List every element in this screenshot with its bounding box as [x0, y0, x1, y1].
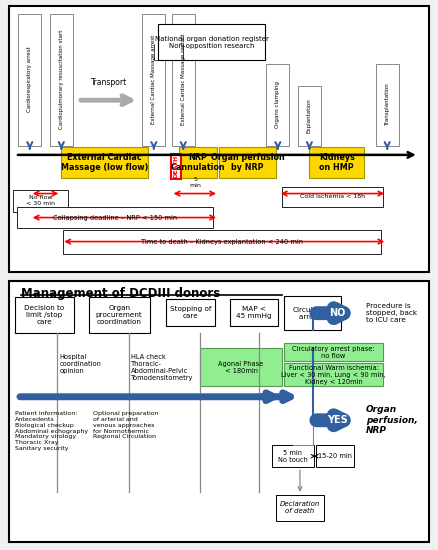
- Text: Circulatory arrest phase:
no flow: Circulatory arrest phase: no flow: [292, 346, 375, 359]
- Text: Cardiopulmonary resuscitation start: Cardiopulmonary resuscitation start: [59, 30, 64, 129]
- Bar: [17, 207, 213, 228]
- Text: Cold ischemia < 18h: Cold ischemia < 18h: [300, 194, 365, 199]
- Text: Optional preparation
of arterial and
venous approaches
for Normothermic
Regional: Optional preparation of arterial and ven…: [93, 411, 159, 439]
- Text: Organ
procurement
coordination: Organ procurement coordination: [96, 305, 142, 325]
- Text: Transplantation: Transplantation: [385, 84, 390, 126]
- Text: DEATH: DEATH: [173, 155, 178, 178]
- Text: YES: YES: [328, 415, 348, 425]
- Bar: [179, 147, 217, 178]
- Bar: [266, 64, 290, 146]
- Bar: [316, 445, 353, 468]
- Text: Circulatory
arrest ?: Circulatory arrest ?: [293, 307, 332, 320]
- Bar: [13, 190, 67, 212]
- Bar: [284, 296, 341, 330]
- Text: 5 min
No touch: 5 min No touch: [278, 450, 307, 463]
- Bar: [166, 299, 215, 326]
- Bar: [172, 14, 195, 146]
- Text: Decision to
limit /stop
care: Decision to limit /stop care: [25, 305, 65, 325]
- Bar: [276, 495, 324, 521]
- Text: External Cardiac
Massage (low flow): External Cardiac Massage (low flow): [61, 152, 148, 172]
- Bar: [284, 343, 383, 361]
- Text: Hospital
coordination
opinion: Hospital coordination opinion: [59, 354, 101, 373]
- Bar: [50, 14, 73, 146]
- Text: National organ donation register
Non-opposition research: National organ donation register Non-opp…: [155, 36, 268, 49]
- Bar: [376, 64, 399, 146]
- Bar: [158, 24, 265, 60]
- Text: Procedure is
stopped, back
to ICU care: Procedure is stopped, back to ICU care: [366, 303, 417, 323]
- Text: No flow
< 30 min: No flow < 30 min: [26, 195, 55, 206]
- Text: Collapsing deadline – NRP < 150 min: Collapsing deadline – NRP < 150 min: [53, 214, 177, 221]
- Bar: [64, 229, 381, 254]
- Text: Functional Warm Ischemia:
Liver < 30 min, Lung < 90 min,
Kidney < 120min: Functional Warm Ischemia: Liver < 30 min…: [281, 365, 386, 384]
- Text: 15-20 min: 15-20 min: [318, 453, 352, 459]
- Bar: [200, 349, 282, 386]
- Text: External Cardiac Massage restart: External Cardiac Massage restart: [181, 34, 186, 125]
- Text: NO: NO: [330, 308, 346, 318]
- Text: MAP <
45 mmHg: MAP < 45 mmHg: [236, 306, 272, 319]
- Text: Stopping of
care: Stopping of care: [170, 306, 211, 319]
- Text: Transport: Transport: [91, 78, 127, 87]
- Bar: [142, 14, 166, 146]
- Text: NRP
Cannulation: NRP Cannulation: [171, 152, 225, 172]
- Bar: [284, 363, 383, 386]
- Text: Organ
perfusion,
NRP: Organ perfusion, NRP: [366, 405, 418, 435]
- Text: Organs clamping: Organs clamping: [276, 81, 280, 128]
- Bar: [272, 445, 314, 468]
- Text: Time to death – Kidneys explantation < 240 min: Time to death – Kidneys explantation < 2…: [141, 239, 303, 245]
- Bar: [219, 147, 276, 178]
- Text: Management of DCDIII donors: Management of DCDIII donors: [21, 287, 221, 300]
- Bar: [282, 187, 383, 207]
- Text: 5
min: 5 min: [189, 178, 201, 188]
- Bar: [61, 147, 148, 178]
- Bar: [230, 299, 278, 326]
- Text: External Cardiac Massage arrest: External Cardiac Massage arrest: [151, 35, 156, 124]
- Text: Organ perfusion
by NRP: Organ perfusion by NRP: [211, 152, 284, 172]
- Text: Patient information:
Antecedents
Biological checkup
Abdominal echography
Mandato: Patient information: Antecedents Biologi…: [15, 411, 88, 451]
- Text: Agonal Phase
< 180min: Agonal Phase < 180min: [219, 361, 264, 374]
- Text: Cardiorespiratory arrest: Cardiorespiratory arrest: [27, 47, 32, 112]
- Bar: [309, 147, 364, 178]
- Text: Kidneys
on HMP: Kidneys on HMP: [319, 152, 355, 172]
- Text: Declaration
of death: Declaration of death: [280, 501, 320, 514]
- Bar: [171, 153, 181, 179]
- Bar: [15, 298, 74, 333]
- Text: HLA check
Thoracic-
Abdominal-Pelvic
Tomodensitometry: HLA check Thoracic- Abdominal-Pelvic Tom…: [131, 354, 193, 381]
- Bar: [88, 298, 150, 333]
- Text: Explantation: Explantation: [307, 98, 312, 133]
- Bar: [298, 85, 321, 146]
- Bar: [18, 14, 41, 146]
